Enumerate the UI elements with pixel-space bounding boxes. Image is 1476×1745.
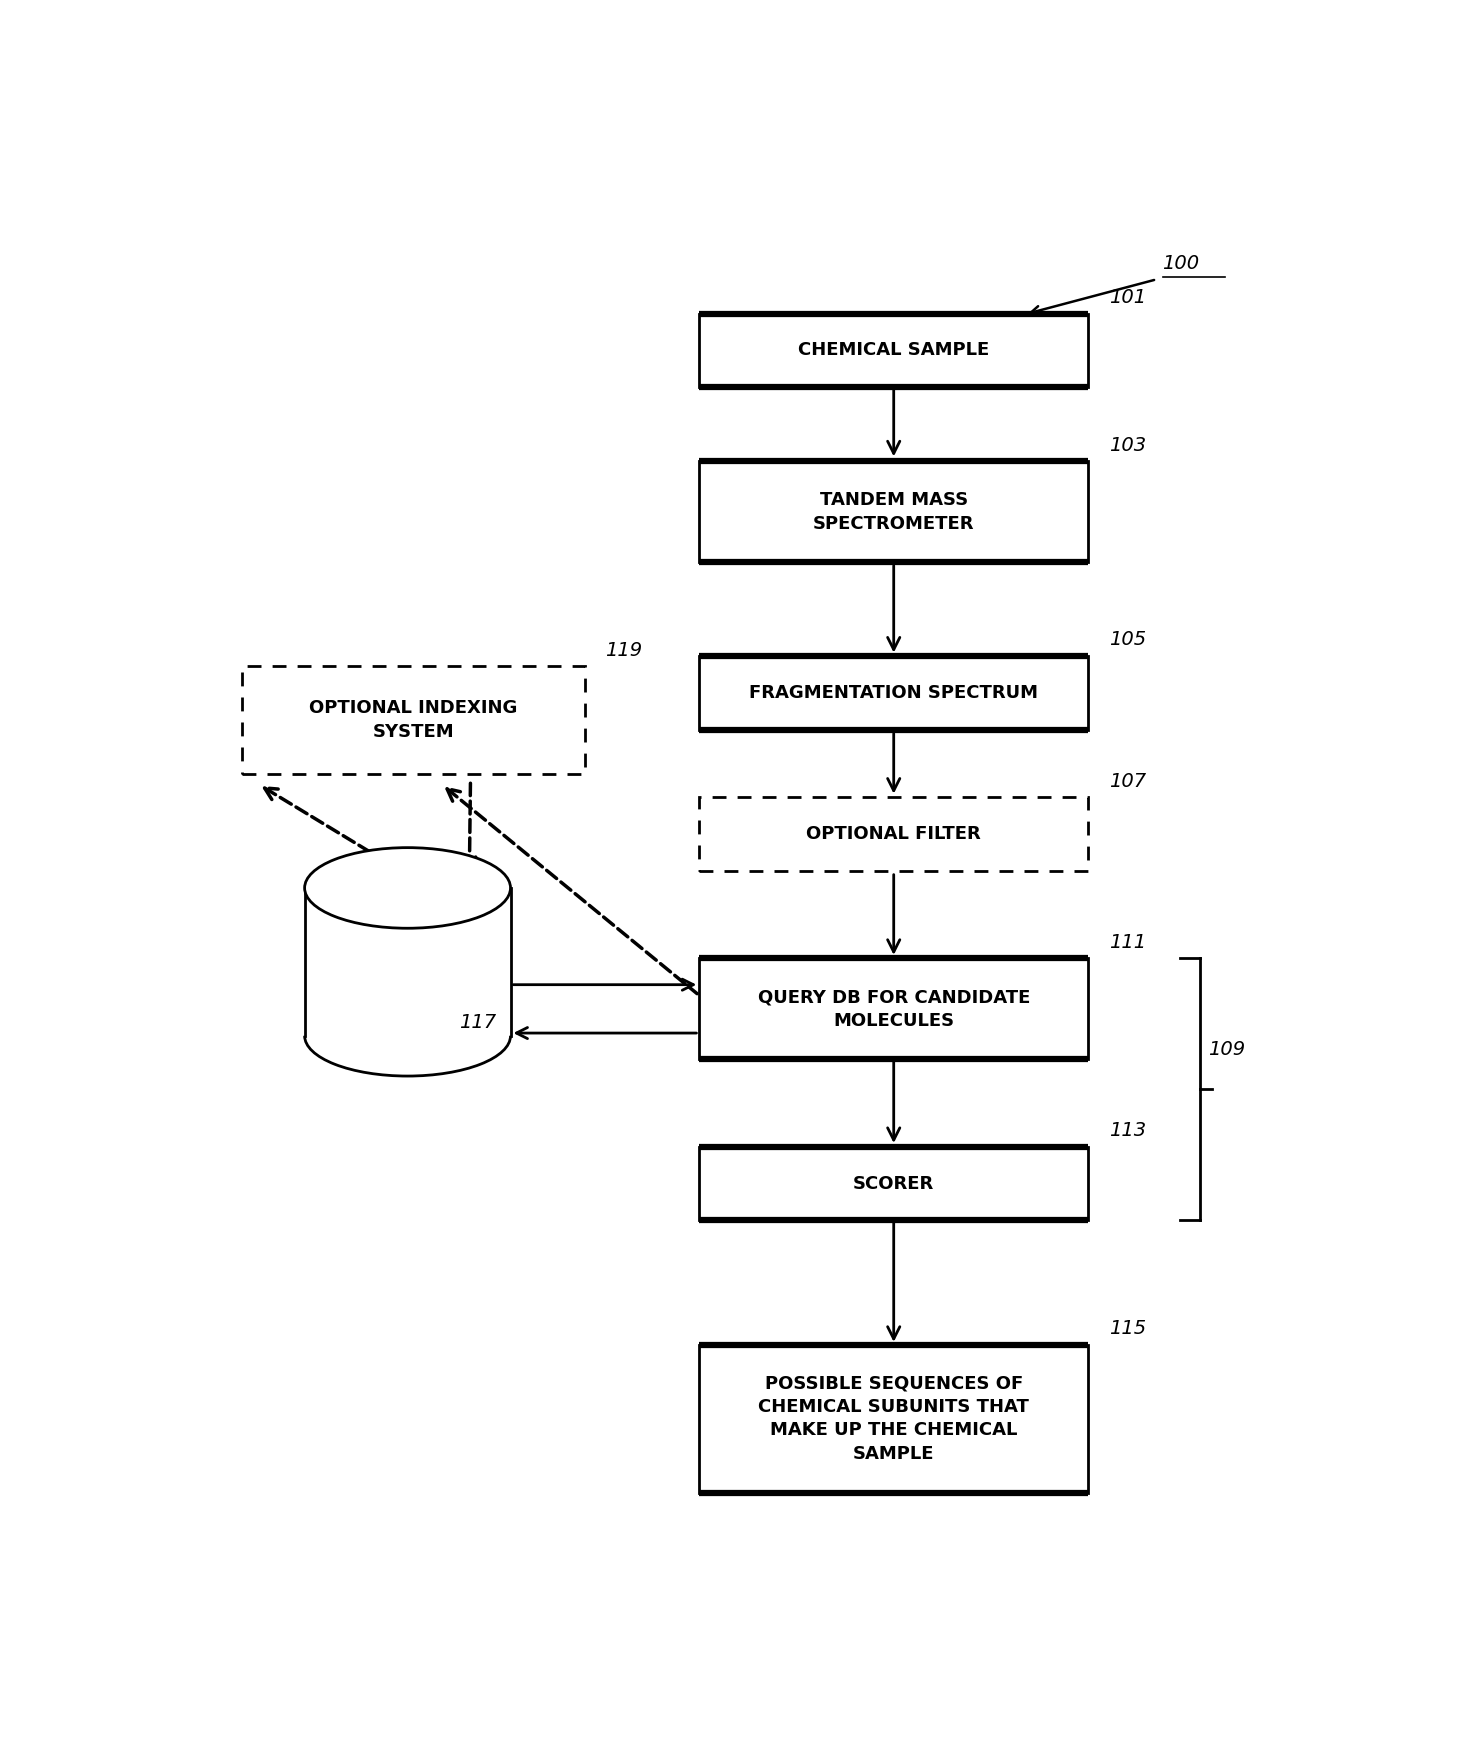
Bar xyxy=(304,888,511,1037)
Text: TANDEM MASS
SPECTROMETER: TANDEM MASS SPECTROMETER xyxy=(813,490,974,532)
Bar xyxy=(242,667,584,773)
Ellipse shape xyxy=(304,848,511,928)
Bar xyxy=(700,797,1088,871)
Text: 101: 101 xyxy=(1108,288,1145,307)
Text: 100: 100 xyxy=(1163,253,1200,272)
Text: FRAGMENTATION SPECTRUM: FRAGMENTATION SPECTRUM xyxy=(750,684,1038,701)
Bar xyxy=(700,656,1088,729)
Text: 111: 111 xyxy=(1108,934,1145,951)
Bar xyxy=(700,461,1088,562)
Bar xyxy=(700,1146,1088,1220)
Bar xyxy=(700,958,1088,1059)
Text: SCORER: SCORER xyxy=(853,1174,934,1192)
Bar xyxy=(700,314,1088,387)
Text: POSSIBLE SEQUENCES OF
CHEMICAL SUBUNITS THAT
MAKE UP THE CHEMICAL
SAMPLE: POSSIBLE SEQUENCES OF CHEMICAL SUBUNITS … xyxy=(759,1375,1029,1462)
Text: OPTIONAL INDEXING
SYSTEM: OPTIONAL INDEXING SYSTEM xyxy=(308,700,518,742)
Text: 107: 107 xyxy=(1108,771,1145,790)
Text: 117: 117 xyxy=(459,1012,496,1031)
Text: CHEMICAL SAMPLE: CHEMICAL SAMPLE xyxy=(799,342,989,359)
Text: 119: 119 xyxy=(605,640,642,660)
Text: 113: 113 xyxy=(1108,1120,1145,1139)
Bar xyxy=(700,1345,1088,1492)
Text: OPTIONAL FILTER: OPTIONAL FILTER xyxy=(806,825,982,843)
Text: 103: 103 xyxy=(1108,436,1145,455)
Text: 105: 105 xyxy=(1108,630,1145,649)
Text: QUERY DB FOR CANDIDATE
MOLECULES: QUERY DB FOR CANDIDATE MOLECULES xyxy=(757,988,1030,1030)
Text: 109: 109 xyxy=(1209,1040,1246,1059)
Text: 115: 115 xyxy=(1108,1319,1145,1338)
